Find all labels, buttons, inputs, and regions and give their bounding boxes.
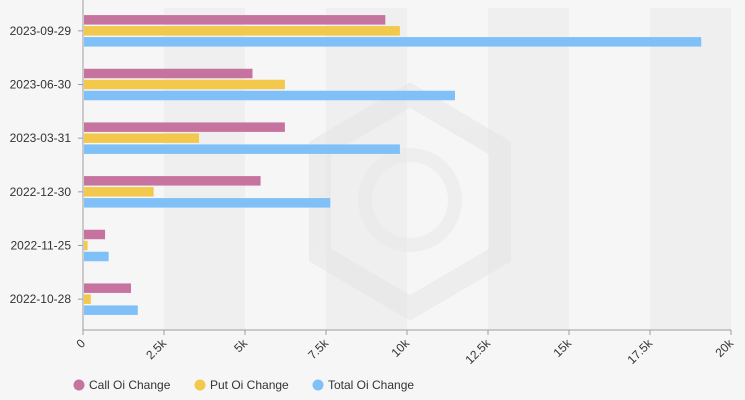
y-tick-label: 2022-12-30 [10,185,72,199]
legend-label: Total Oi Change [328,378,414,392]
x-tick-label: 17.5k [624,336,655,367]
bar-call-oi-change [84,283,131,293]
bar-call-oi-change [84,122,285,132]
x-tick-label: 20k [713,336,737,360]
x-tick-label: 15k [551,336,575,360]
y-axis: 2023-09-29 2023-06-30 2023-03-31 2022-12-30… [10,0,84,330]
x-tick-label: 0 [73,336,88,351]
legend-item: Put Oi Change [194,378,289,392]
bar-total-oi-change [84,305,138,315]
legend-swatch [73,379,85,391]
y-tick-label: 2022-11-25 [11,239,72,253]
grid-band [650,8,731,330]
y-tick-label: 2023-03-31 [10,131,72,145]
bar-put-oi-change [84,294,91,304]
bar-call-oi-change [84,68,253,79]
bar-total-oi-change [84,144,400,154]
legend-item: Call Oi Change [73,378,171,392]
bar-put-oi-change [84,187,154,197]
legend: Call Oi Change Put Oi Change Total Oi Chan… [73,378,414,392]
legend-label: Call Oi Change [89,378,171,392]
legend-label: Put Oi Change [210,378,289,392]
bar-put-oi-change [84,79,285,90]
y-tick-label: 2022-10-28 [10,292,72,306]
x-tick-label: 7.5k [305,336,332,363]
legend-item: Total Oi Change [312,378,414,392]
bar-call-oi-change [84,15,386,25]
x-tick-label: 10k [389,336,413,360]
x-axis: 0 2.5k 5k 7.5k 10k 12.5k 15k 17.5k 20k [73,329,737,367]
y-tick-label: 2023-06-30 [10,78,72,92]
y-tick-label: 2023-09-29 [10,24,72,38]
bar-total-oi-change [84,90,455,101]
bar-total-oi-change [84,251,109,262]
grid-band [164,8,245,330]
bar-call-oi-change [84,176,261,186]
x-tick-label: 12.5k [462,336,493,367]
x-tick-label: 5k [231,336,251,356]
bar-put-oi-change [84,133,200,143]
background-bands [164,8,731,330]
legend-swatch [194,379,206,391]
bars [84,15,702,315]
x-tick-label: 2.5k [143,336,170,363]
legend-swatch [312,379,324,391]
bar-put-oi-change [84,26,400,36]
bar-total-oi-change [84,37,702,47]
bar-total-oi-change [84,198,331,208]
bar-put-oi-change [84,240,88,251]
bar-call-oi-change [84,229,106,240]
